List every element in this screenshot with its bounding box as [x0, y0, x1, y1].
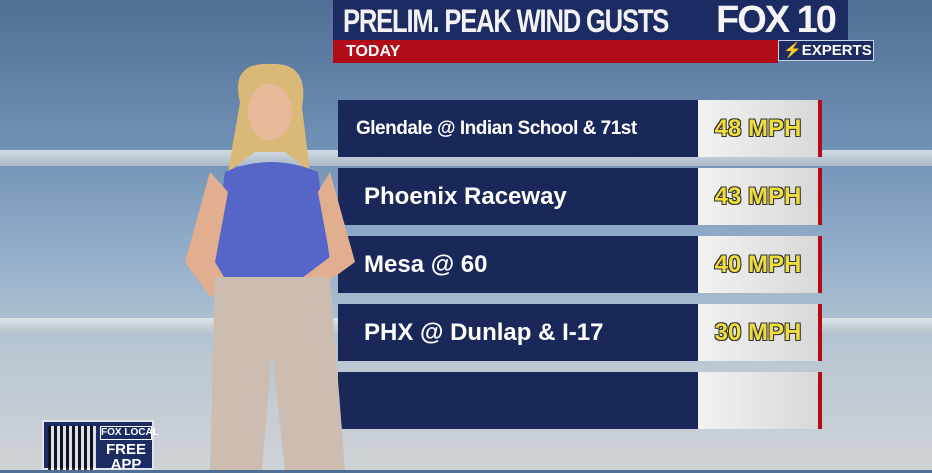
- subtitle-bar: TODAY: [333, 40, 778, 63]
- experts-badge: ⚡EXPERTS: [778, 40, 874, 61]
- table-row: Mesa @ 60 40 MPH: [338, 236, 822, 293]
- row-accent: [818, 304, 822, 361]
- fox-local-logo: FOX LOCAL: [100, 426, 159, 440]
- location: Phoenix Raceway: [338, 168, 698, 225]
- lightning-icon: ⚡: [783, 42, 802, 59]
- gust-value: [698, 372, 818, 429]
- qr-code-icon: [48, 426, 96, 470]
- table-row: Phoenix Raceway 43 MPH: [338, 168, 822, 225]
- row-accent: [818, 100, 822, 157]
- location: Glendale @ Indian School & 71st: [338, 100, 698, 157]
- gust-value: 30 MPH: [698, 304, 818, 361]
- location: PHX @ Dunlap & I-17: [338, 304, 698, 361]
- table-row: [338, 372, 822, 429]
- experts-label: EXPERTS: [801, 42, 872, 59]
- row-accent: [818, 236, 822, 293]
- table-row: PHX @ Dunlap & I-17 30 MPH: [338, 304, 822, 361]
- gust-value: 43 MPH: [698, 168, 818, 225]
- app-promo[interactable]: FOX LOCAL FREE APP: [42, 420, 159, 473]
- table-row: Glendale @ Indian School & 71st 48 MPH: [338, 100, 822, 157]
- row-accent: [818, 168, 822, 225]
- fox10-logo: FOX 10: [716, 0, 837, 41]
- graphic-title: PRELIM. PEAK WIND GUSTS: [343, 3, 669, 39]
- promo-text: FREE APP: [105, 441, 146, 473]
- gust-value: 48 MPH: [698, 100, 818, 157]
- row-accent: [818, 372, 822, 429]
- title-bar: PRELIM. PEAK WIND GUSTS: [333, 0, 848, 40]
- graphic-subtitle: TODAY: [346, 43, 401, 60]
- gust-value: 40 MPH: [698, 236, 818, 293]
- location: [338, 372, 698, 429]
- location: Mesa @ 60: [338, 236, 698, 293]
- meteorologist: [185, 63, 355, 470]
